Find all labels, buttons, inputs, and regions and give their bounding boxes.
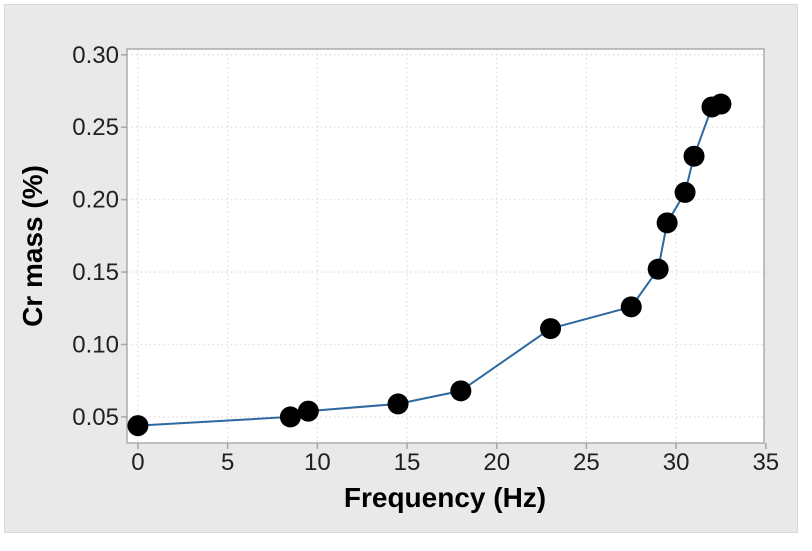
data-point	[656, 212, 678, 234]
data-point	[647, 258, 669, 280]
y-tick-label: 0.20	[72, 187, 119, 214]
data-point	[297, 400, 319, 422]
x-tick-label: 20	[483, 449, 510, 476]
x-axis-title: Frequency (Hz)	[344, 482, 546, 513]
data-point	[127, 415, 149, 437]
x-tick-label: 5	[221, 449, 234, 476]
data-point	[387, 393, 409, 415]
x-tick-label: 30	[663, 449, 690, 476]
data-points	[127, 93, 732, 437]
x-tick-label: 15	[394, 449, 421, 476]
x-tick-label: 25	[573, 449, 600, 476]
data-point	[710, 93, 732, 115]
data-point	[450, 380, 472, 402]
y-tick-label: 0.25	[72, 114, 119, 141]
data-point	[683, 145, 705, 167]
x-tick-label: 10	[304, 449, 331, 476]
plot-area	[127, 49, 764, 443]
x-tick-label: 0	[131, 449, 144, 476]
y-tick-label: 0.10	[72, 332, 119, 359]
data-point	[279, 406, 301, 428]
x-tick-labels: 0 5 10 15 20 25 30 35	[131, 449, 779, 476]
y-tick-label: 0.30	[72, 42, 119, 69]
data-point	[674, 181, 696, 203]
data-point	[540, 318, 562, 340]
plot-border	[126, 48, 765, 444]
y-tick-label: 0.15	[72, 259, 119, 286]
y-tick-label: 0.05	[72, 404, 119, 431]
axis-tick-marks	[121, 54, 767, 449]
y-tick-labels: 0.05 0.10 0.15 0.20 0.25 0.30	[72, 42, 119, 431]
y-axis-title: Cr mass (%)	[17, 165, 48, 327]
data-point	[620, 296, 642, 318]
x-tick-label: 35	[752, 449, 779, 476]
